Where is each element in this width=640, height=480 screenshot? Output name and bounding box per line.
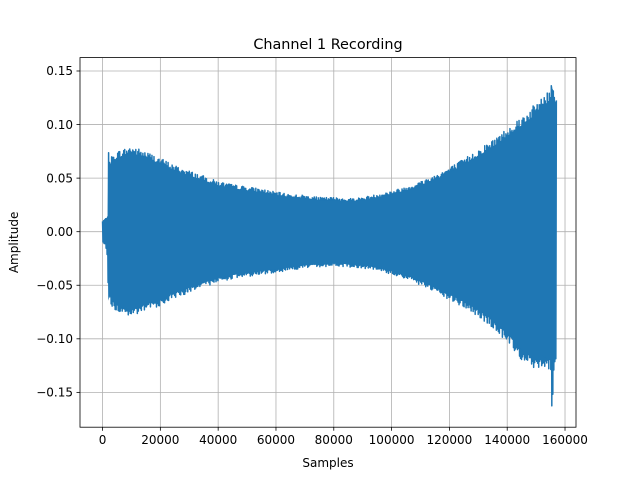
y-tick-label: 0.10 — [46, 118, 73, 132]
y-tick-label: −0.05 — [36, 278, 73, 292]
y-tick-label: 0.15 — [46, 64, 73, 78]
axes-frame — [79, 57, 577, 428]
grid — [80, 57, 576, 428]
waveform-series-fill — [102, 85, 557, 398]
x-tick-label: 60000 — [257, 433, 295, 447]
x-axis-label: Samples — [302, 456, 353, 470]
waveform-series-line — [101, 85, 558, 407]
x-tick-label: 20000 — [141, 433, 179, 447]
y-axis-label: Amplitude — [7, 212, 21, 274]
x-tick-label: 120000 — [426, 433, 472, 447]
plot-area — [101, 85, 558, 407]
y-tick-label: −0.10 — [36, 332, 73, 346]
chart-title: Channel 1 Recording — [253, 37, 402, 53]
x-tick-label: 40000 — [199, 433, 237, 447]
y-tick-label: −0.15 — [36, 386, 73, 400]
y-tick-label: 0.05 — [46, 171, 73, 185]
x-tick-label: 0 — [99, 433, 107, 447]
x-tick-label: 100000 — [369, 433, 415, 447]
ticks: 0 20000 40000 60000 80000 100000 120000 140000 1… — [36, 64, 588, 447]
x-tick-label: 80000 — [315, 433, 353, 447]
y-tick-label: 0.00 — [46, 225, 73, 239]
x-tick-label: 160000 — [542, 433, 588, 447]
x-tick-label: 140000 — [484, 433, 530, 447]
